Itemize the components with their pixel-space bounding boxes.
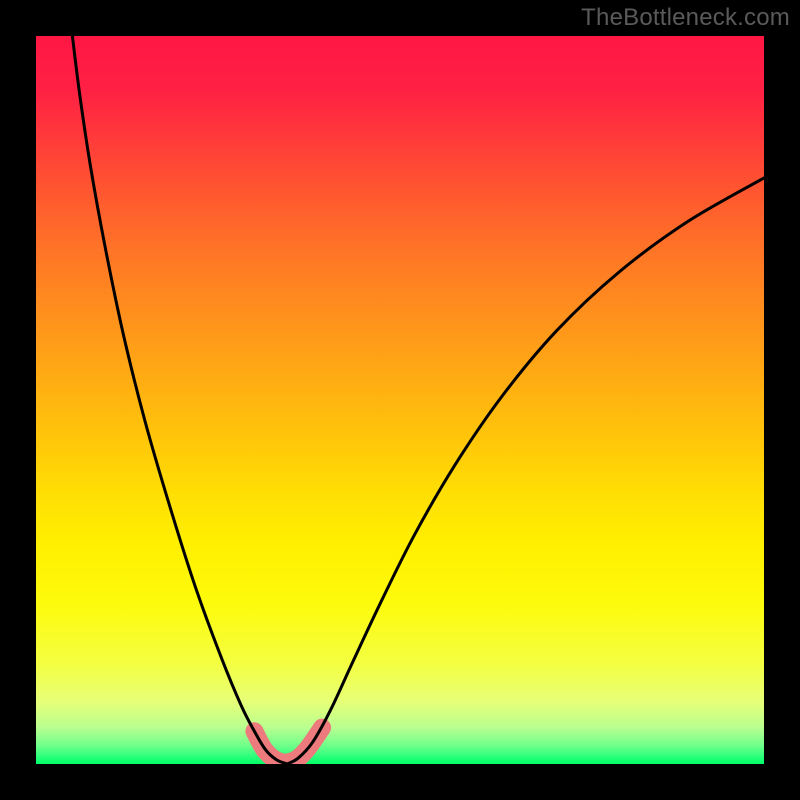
watermark-text: TheBottleneck.com	[581, 4, 790, 32]
plot-area	[36, 36, 764, 764]
chart-svg	[36, 36, 764, 764]
gradient-background	[36, 36, 764, 764]
